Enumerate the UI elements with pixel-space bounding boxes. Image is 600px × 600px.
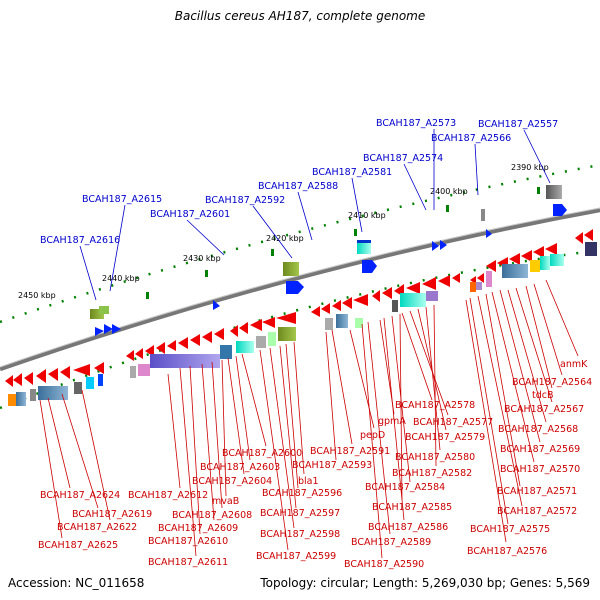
gene-label[interactable]: BCAH187_A2615 <box>82 194 162 205</box>
gene-label[interactable]: BCAH187_A2589 <box>351 537 431 548</box>
gene-label[interactable]: BCAH187_A2593 <box>292 460 372 471</box>
gene-label[interactable]: BCAH187_A2591 <box>310 446 390 457</box>
gene-label[interactable]: BCAH187_A2612 <box>128 490 208 501</box>
lower-feature-blocks <box>8 242 597 406</box>
gene-label[interactable]: BCAH187_A2576 <box>467 546 547 557</box>
gene-label[interactable]: BCAH187_A2616 <box>40 235 120 246</box>
gene-label[interactable]: BCAH187_A2584 <box>365 482 445 493</box>
gene-label[interactable]: BCAH187_A2586 <box>368 522 448 533</box>
gene-label[interactable]: BCAH187_A2567 <box>504 404 584 415</box>
gene-label[interactable]: BCAH187_A2566 <box>431 133 511 144</box>
reverse-strand-genes <box>5 229 593 387</box>
gene-label[interactable]: BCAH187_A2575 <box>470 524 550 535</box>
gene-label[interactable]: BCAH187_A2609 <box>158 523 238 534</box>
gene-label[interactable]: BCAH187_A2573 <box>376 118 456 129</box>
accession-text: Accession: NC_011658 <box>8 576 145 590</box>
gene-label[interactable]: BCAH187_A2625 <box>38 540 118 551</box>
genome-summary-text: Topology: circular; Length: 5,269,030 bp… <box>260 576 590 590</box>
scale-tick-label: 2450 kbp <box>18 291 56 300</box>
gene-label[interactable]: BCAH187_A2624 <box>40 490 120 501</box>
gene-label[interactable]: gpmA <box>378 416 406 427</box>
gene-label[interactable]: BCAH187_A2619 <box>72 509 152 520</box>
gene-label[interactable]: BCAH187_A2585 <box>372 502 452 513</box>
scale-tick-labels: 2450 kbp 2440 kbp 2430 kbp 2420 kbp 2410… <box>18 163 549 300</box>
gene-label[interactable]: BCAH187_A2571 <box>497 486 577 497</box>
gene-label[interactable]: BCAH187_A2578 <box>395 400 475 411</box>
bottom-gene-labels: anmK BCAH187_A2564 tdcB BCAH187_A2578 BC… <box>38 359 592 570</box>
gene-label[interactable]: BCAH187_A2622 <box>57 522 137 533</box>
gene-label[interactable]: BCAH187_A2570 <box>500 464 580 475</box>
gene-label[interactable]: BCAH187_A2604 <box>192 476 272 487</box>
scale-dotted-arc <box>0 163 600 324</box>
gene-label[interactable]: BCAH187_A2598 <box>260 529 340 540</box>
gene-label[interactable]: tdcB <box>532 390 554 401</box>
gene-label[interactable]: BCAH187_A2581 <box>312 167 392 178</box>
gene-label[interactable]: BCAH187_A2564 <box>512 377 592 388</box>
bottom-leader-lines <box>39 279 579 559</box>
top-leader-lines <box>79 129 551 301</box>
gene-label[interactable]: anmK <box>560 359 588 370</box>
gene-label[interactable]: BCAH187_A2601 <box>150 209 230 220</box>
gene-label[interactable]: BCAH187_A2572 <box>497 506 577 517</box>
scale-tick-label: 2400 kbp <box>430 187 468 196</box>
gene-label[interactable]: BCAH187_A2610 <box>148 536 228 547</box>
scale-tick-marks <box>92 187 540 318</box>
gene-label[interactable]: BCAH187_A2569 <box>500 444 580 455</box>
gene-label[interactable]: BCAH187_A2582 <box>392 468 472 479</box>
gene-label[interactable]: BCAH187_A2568 <box>498 424 578 435</box>
gene-label[interactable]: bla1 <box>298 476 319 487</box>
gene-label[interactable]: BCAH187_A2596 <box>262 488 342 499</box>
gene-label[interactable]: BCAH187_A2611 <box>148 557 228 568</box>
gene-label[interactable]: BCAH187_A2588 <box>258 181 338 192</box>
genome-backbone-highlight <box>0 207 600 368</box>
top-feature-blocks <box>90 185 567 336</box>
gene-label[interactable]: BCAH187_A2577 <box>413 417 493 428</box>
map-title: Bacillus cereus AH187, complete genome <box>174 9 426 23</box>
gene-label[interactable]: BCAH187_A2599 <box>256 551 336 562</box>
scale-tick-label: 2430 kbp <box>183 254 221 263</box>
top-gene-labels: BCAH187_A2573 BCAH187_A2557 BCAH187_A256… <box>40 118 558 246</box>
gene-label[interactable]: BCAH187_A2608 <box>172 510 252 521</box>
gene-label[interactable]: BCAH187_A2579 <box>405 432 485 443</box>
gene-label[interactable]: BCAH187_A2597 <box>260 508 340 519</box>
genome-backbone <box>0 207 600 372</box>
scale-tick-label: 2410 kbp <box>348 211 386 220</box>
gene-label[interactable]: BCAH187_A2603 <box>200 462 280 473</box>
gene-label[interactable]: BCAH187_A2600 <box>222 448 302 459</box>
gene-label[interactable]: BCAH187_A2592 <box>205 195 285 206</box>
scale-tick-label: 2440 kbp <box>102 274 140 283</box>
gene-label[interactable]: BCAH187_A2557 <box>478 119 558 130</box>
gene-label[interactable]: pepD <box>360 430 385 441</box>
gene-label[interactable]: BCAH187_A2574 <box>363 153 443 164</box>
gene-label[interactable]: mvaB <box>212 496 239 507</box>
gene-label[interactable]: BCAH187_A2580 <box>395 452 475 463</box>
scale-tick-label: 2420 kbp <box>266 234 304 243</box>
gene-label[interactable]: BCAH187_A2590 <box>344 559 424 570</box>
scale-tick-label: 2390 kbp <box>511 163 549 172</box>
